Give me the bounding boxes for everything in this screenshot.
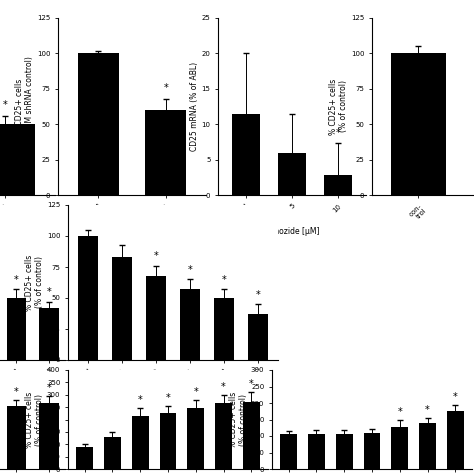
X-axis label: RDEA119 [μM]: RDEA119 [μM]: [145, 392, 201, 401]
Text: *: *: [193, 387, 198, 397]
X-axis label: ...01 [μM]: ...01 [μM]: [14, 378, 51, 387]
Text: *: *: [249, 379, 254, 389]
Bar: [447, 411, 464, 469]
Bar: [78, 236, 99, 360]
Bar: [146, 110, 186, 195]
Text: *: *: [188, 265, 192, 275]
Bar: [7, 298, 26, 360]
Bar: [160, 412, 176, 469]
Text: *: *: [138, 395, 143, 405]
Y-axis label: % CD25+ cells
(% of control): % CD25+ cells (% of control): [228, 392, 248, 447]
Text: *: *: [336, 128, 341, 138]
Bar: [187, 408, 204, 469]
Bar: [180, 289, 200, 360]
Bar: [78, 54, 118, 195]
Text: *: *: [397, 407, 402, 417]
Text: *: *: [221, 382, 226, 392]
Bar: [39, 308, 58, 360]
Bar: [419, 423, 436, 469]
Bar: [0, 124, 35, 195]
Bar: [76, 447, 93, 469]
Bar: [308, 434, 325, 469]
Text: *: *: [14, 274, 18, 285]
Text: *: *: [453, 392, 458, 401]
Bar: [215, 403, 232, 469]
Y-axis label: % CD25+ cells
(% of control): % CD25+ cells (% of control): [328, 78, 348, 135]
Text: *: *: [154, 251, 158, 261]
Bar: [391, 54, 446, 195]
Bar: [392, 427, 408, 469]
Y-axis label: CD25 mRNA (% of ABL): CD25 mRNA (% of ABL): [190, 62, 199, 151]
Bar: [132, 416, 148, 469]
Bar: [280, 434, 297, 469]
Bar: [278, 153, 306, 195]
Text: *: *: [46, 383, 51, 393]
Text: *: *: [3, 100, 8, 110]
Bar: [7, 406, 26, 469]
Bar: [214, 298, 234, 360]
Bar: [243, 402, 260, 469]
Bar: [146, 276, 166, 360]
Text: *: *: [221, 274, 226, 285]
Bar: [247, 314, 268, 360]
Text: *: *: [425, 405, 430, 415]
Y-axis label: % CD25+ cells
(% of RDM shRNA control): % CD25+ cells (% of RDM shRNA control): [15, 56, 34, 156]
Text: *: *: [255, 290, 260, 300]
Bar: [112, 257, 132, 360]
Bar: [39, 403, 58, 469]
X-axis label: Pimozide [μM]: Pimozide [μM]: [265, 227, 319, 236]
Bar: [364, 433, 380, 469]
Y-axis label: % CD25+ cells
(% of control): % CD25+ cells (% of control): [25, 255, 44, 310]
Text: *: *: [46, 287, 51, 297]
Bar: [324, 175, 352, 195]
Y-axis label: % CD25+ cells
(% of control): % CD25+ cells (% of control): [25, 392, 44, 447]
Bar: [232, 114, 260, 195]
Text: *: *: [14, 387, 18, 397]
Bar: [336, 434, 353, 469]
Text: *: *: [165, 393, 170, 403]
Text: *: *: [163, 83, 168, 93]
Bar: [104, 437, 121, 469]
